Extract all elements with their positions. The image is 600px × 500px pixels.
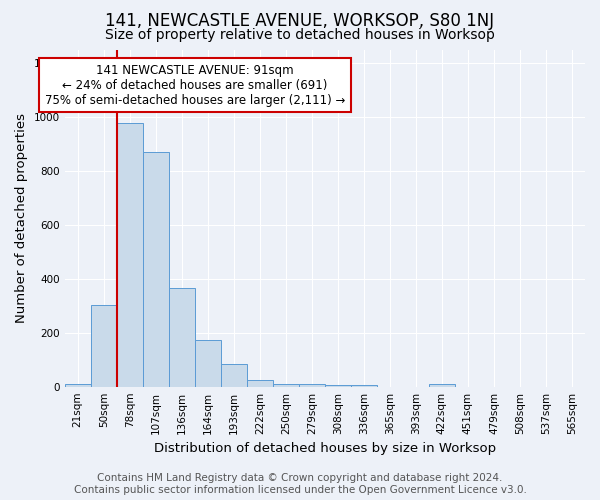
Bar xyxy=(429,384,455,386)
Bar xyxy=(273,384,299,386)
Text: 141, NEWCASTLE AVENUE, WORKSOP, S80 1NJ: 141, NEWCASTLE AVENUE, WORKSOP, S80 1NJ xyxy=(106,12,494,30)
Bar xyxy=(169,288,195,386)
Bar xyxy=(65,384,91,386)
Y-axis label: Number of detached properties: Number of detached properties xyxy=(15,114,28,324)
Text: Contains HM Land Registry data © Crown copyright and database right 2024.
Contai: Contains HM Land Registry data © Crown c… xyxy=(74,474,526,495)
Text: 141 NEWCASTLE AVENUE: 91sqm
← 24% of detached houses are smaller (691)
75% of se: 141 NEWCASTLE AVENUE: 91sqm ← 24% of det… xyxy=(44,64,345,106)
Bar xyxy=(221,364,247,386)
Bar xyxy=(299,384,325,386)
Bar xyxy=(91,304,116,386)
Bar xyxy=(195,340,221,386)
Bar xyxy=(143,152,169,386)
Bar xyxy=(117,122,143,386)
X-axis label: Distribution of detached houses by size in Worksop: Distribution of detached houses by size … xyxy=(154,442,496,455)
Text: Size of property relative to detached houses in Worksop: Size of property relative to detached ho… xyxy=(105,28,495,42)
Bar xyxy=(247,380,273,386)
